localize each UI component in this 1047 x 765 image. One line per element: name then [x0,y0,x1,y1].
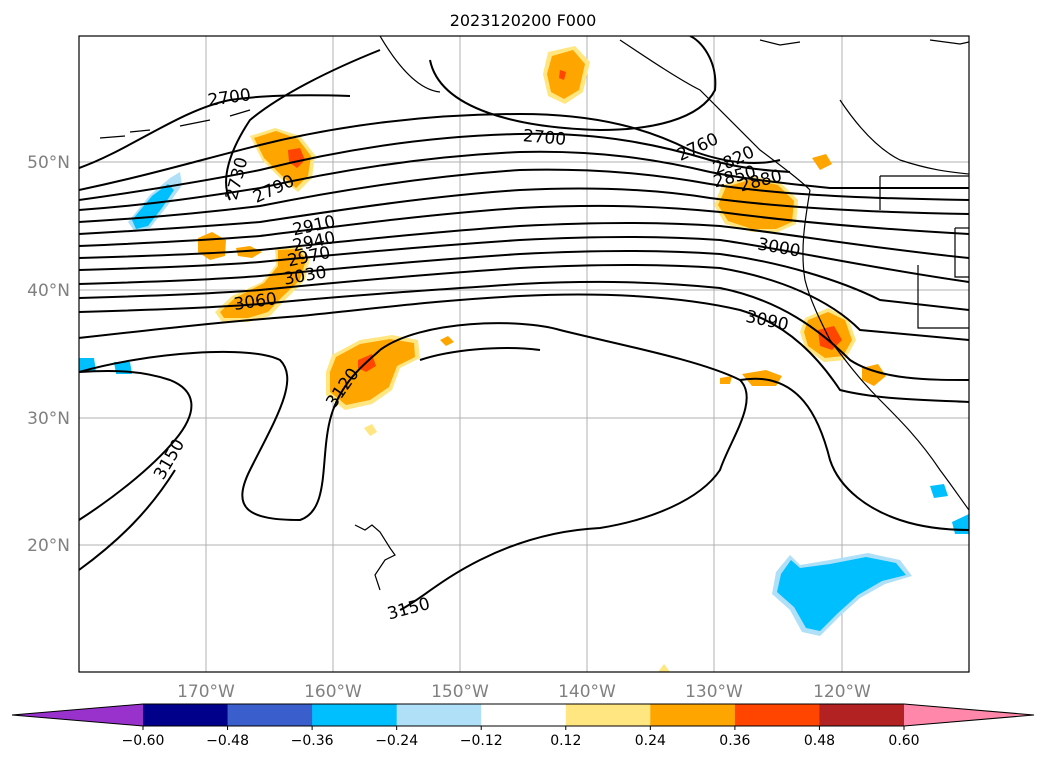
colorbar-segment [819,704,905,726]
colorbar-tick-label: −0.24 [375,733,418,749]
lon-label: 160°W [304,682,362,702]
colorbar-tick-label: 0.24 [635,733,666,749]
colorbar-segment [396,704,482,726]
lon-label: 130°W [685,682,743,702]
colorbar-tick-label: 0.60 [888,733,919,749]
colorbar-segment [481,704,567,726]
colorbar: −0.60 −0.48 −0.36 −0.24 −0.12 0.12 0.24 0.36 0.4… [11,703,1035,749]
map-frame [78,35,970,673]
colorbar-segment [312,704,398,726]
colorbar-tick-label: 0.48 [804,733,835,749]
colorbar-tick-label: −0.36 [291,733,334,749]
colorbar-extend-high [904,704,1034,726]
colorbar-tick-label: −0.12 [460,733,503,749]
colorbar-tick-label: −0.48 [206,733,249,749]
colorbar-segment [734,704,820,726]
height-contours [79,36,969,611]
colorbar-segment [565,704,651,726]
coastlines [99,36,969,591]
lon-label: 140°W [558,682,616,702]
lat-label: 30°N [27,409,70,429]
contour-label: 2700 [522,126,567,150]
map-title: 2023120200 F000 [450,11,597,30]
lon-label: 170°W [177,682,235,702]
lon-label: 120°W [813,682,871,702]
longitude-labels: 170°W 160°W 150°W 140°W 130°W 120°W [177,682,871,702]
latitude-labels: 50°N 40°N 30°N 20°N [27,153,70,556]
lat-label: 20°N [27,536,70,556]
colorbar-tick-label: 0.36 [719,733,750,749]
lon-label: 150°W [431,682,489,702]
colorbar-extend-low [12,704,143,726]
colorbar-tick-label: 0.12 [550,733,581,749]
lat-label: 40°N [27,281,70,301]
lat-label: 50°N [27,153,70,173]
colorbar-segment [143,704,229,726]
colorbar-tick-label: −0.60 [122,733,165,749]
colorbar-segment [227,704,313,726]
colorbar-segment [650,704,736,726]
